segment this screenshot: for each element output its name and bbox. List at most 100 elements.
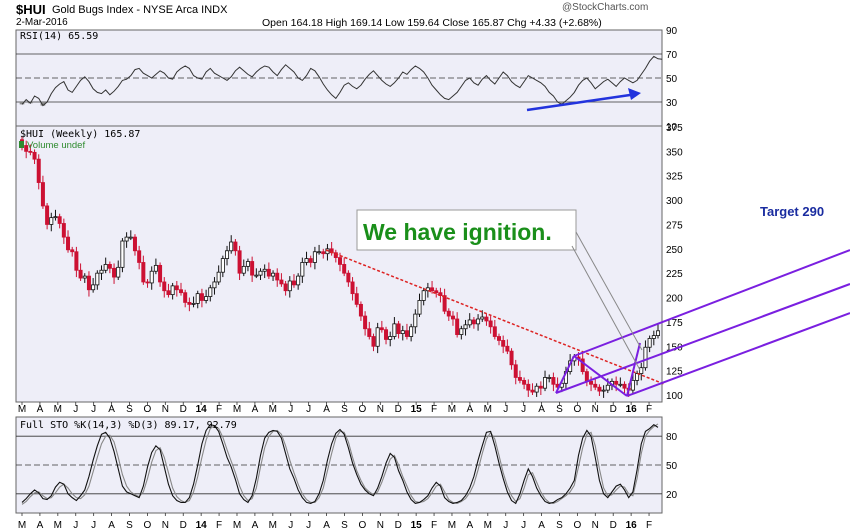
price-candle-body [513,364,518,378]
price-candle-body [459,328,464,335]
price-candle-body [321,251,326,255]
price-candle-body [220,258,225,273]
x-axis-label: J [521,520,526,530]
x-axis-label: F [646,404,652,415]
x-axis-label: M [54,520,62,530]
x-axis-label: F [216,404,222,415]
price-trend-line [325,249,665,385]
x-axis-label: M [484,404,492,415]
price-tick: 100 [666,391,683,402]
price-candle-body [647,338,652,348]
price-candle-body [522,379,527,385]
price-candle-body [158,264,163,283]
price-candle-body [250,261,255,276]
x-axis-label: M [484,520,492,530]
price-candle-body [283,283,288,292]
x-axis-label: O [144,404,152,415]
price-candle-body [195,293,200,304]
price-candle-body [208,287,213,297]
price-tick: 325 [666,172,683,183]
price-candle-body [651,335,656,339]
price-candle-body [363,315,368,330]
x-axis-label: A [37,520,44,530]
price-candle-body [199,293,204,301]
price-candle-body [237,250,242,274]
price-candle-body [467,319,472,326]
price-candle-body [53,216,58,219]
price-candle-body [471,319,476,325]
price-candle-body [216,271,221,283]
price-channel-edge [555,355,575,394]
price-candle-body [304,258,309,263]
price-channel-edge [626,342,641,397]
price-candle-body [91,284,96,291]
price-candle-body [547,377,552,379]
x-axis-label: 15 [411,404,423,415]
price-candle-body [605,384,610,391]
x-axis-label: M [54,404,62,415]
x-axis-label: A [37,404,44,415]
x-axis-label: S [126,520,133,530]
price-candle-body [618,383,623,386]
x-axis-label: 15 [411,520,423,530]
price-candle-body [153,264,158,272]
price-candle-body [178,289,183,294]
rsi-arrow-line [526,93,631,112]
price-candle-body [36,158,41,183]
price-candle-body [40,182,45,207]
price-candle-body [404,330,409,337]
price-tick: 200 [666,294,683,305]
price-candle-body [225,250,230,259]
target-label: Target 290 [760,204,824,219]
price-candle-body [442,295,447,312]
price-tick: 350 [666,147,683,158]
price-tick: 250 [666,245,683,256]
price-candle-body [291,280,296,286]
panel-rsi [15,29,663,127]
header-ohlc: Open 164.18 High 169.14 Low 159.64 Close… [262,17,602,29]
x-axis-label: A [252,520,259,530]
price-candle-body [488,320,493,328]
price-tick: 150 [666,342,683,353]
price-candle-body [367,328,372,337]
price-candle-body [57,216,62,224]
price-candle-body [24,145,29,152]
price-candle-body [187,302,192,305]
price-candle-body [107,264,112,269]
price-candle-body [505,345,510,352]
volume-legend-swatch [19,141,24,148]
x-axis-label: A [538,404,545,415]
price-candle-body [446,310,451,317]
price-candle-body [543,377,548,389]
price-candle-body [233,241,238,252]
rsi-tick: 30 [666,98,678,109]
volume-legend-label: Volume undef [27,140,85,151]
price-candle-body [300,262,305,277]
x-axis-label: J [521,404,526,415]
x-axis-label: J [73,404,78,415]
price-candle-body [463,324,468,330]
price-candle-body [379,327,384,331]
x-axis-label: O [359,404,367,415]
price-candle-body [28,150,33,153]
price-candle-body [358,303,363,317]
x-axis-label: D [395,520,402,530]
price-candle-body [484,316,489,322]
price-candle-body [421,290,426,301]
x-axis-label: O [144,520,152,530]
price-candle-body [66,236,71,251]
price-candle-body [116,266,121,278]
price-candle-body [266,268,271,277]
price-candle-body [262,268,267,272]
rsi-tick: 70 [666,50,678,61]
price-candle-body [409,326,414,337]
x-axis-label: J [503,520,508,530]
price-candle-body [287,280,292,292]
x-axis-label: N [592,404,599,415]
x-axis-label: J [288,404,293,415]
x-axis-label: J [73,520,78,530]
price-candle-body [643,346,648,369]
price-candle-body [342,264,347,274]
price-channel-line [626,312,850,397]
